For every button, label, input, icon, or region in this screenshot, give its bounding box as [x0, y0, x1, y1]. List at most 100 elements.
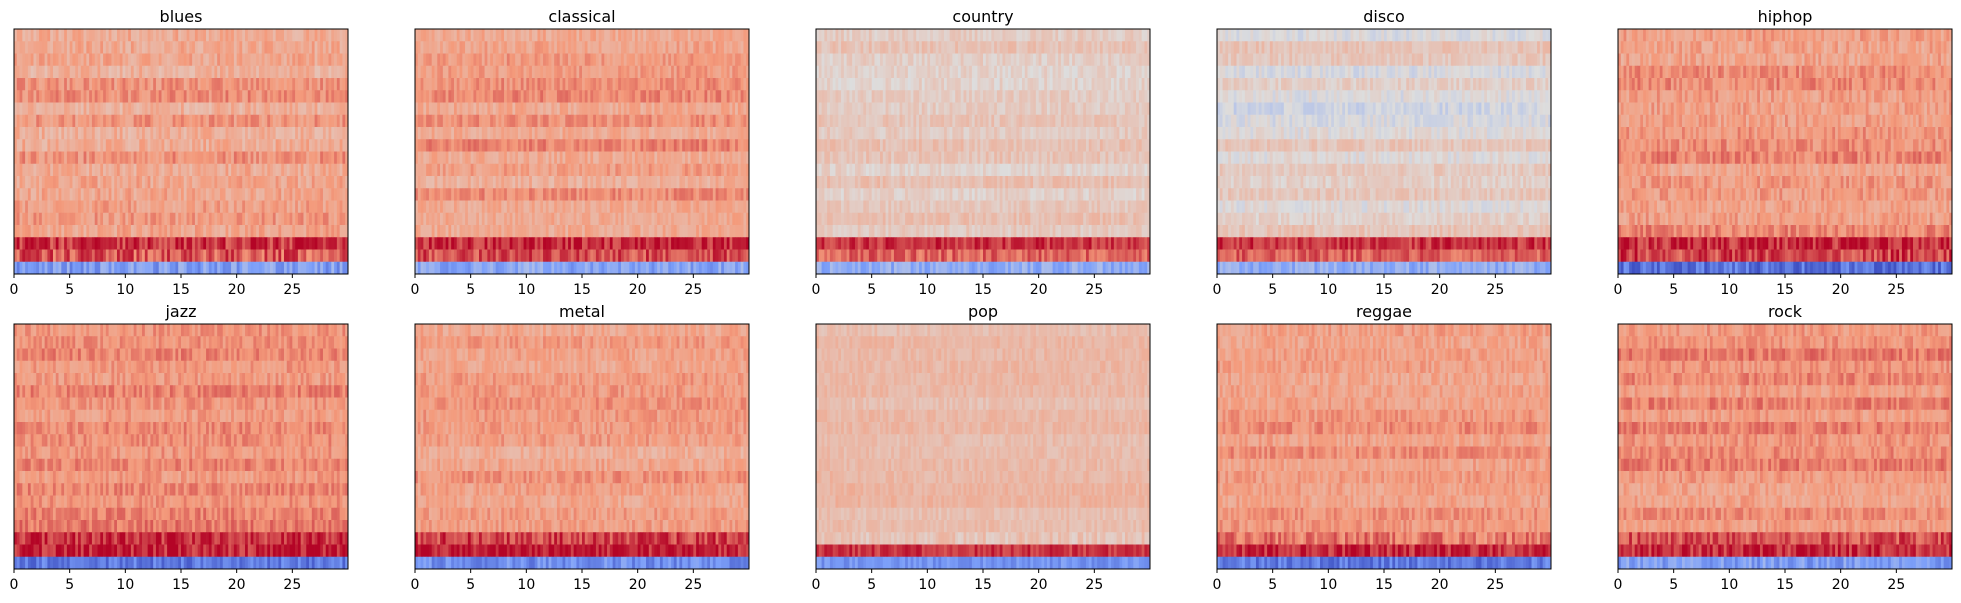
heatmap-cell [59, 225, 62, 238]
heatmap-cell [81, 139, 84, 152]
heatmap-cell [983, 29, 986, 42]
heatmap-cell [89, 201, 92, 214]
heatmap-cell [579, 115, 582, 128]
heatmap-cell [632, 90, 635, 103]
heatmap-cell [56, 139, 59, 152]
heatmap-cell [142, 90, 145, 103]
heatmap-cell [306, 90, 309, 103]
heatmap-cell [624, 176, 627, 189]
heatmap-cell [540, 127, 543, 140]
heatmap-cell [117, 237, 120, 250]
heatmap-cell [226, 250, 229, 263]
heatmap-cell [159, 188, 162, 201]
heatmap-cell [89, 78, 92, 91]
heatmap-cell [437, 54, 440, 67]
heatmap-cell [460, 41, 463, 54]
heatmap-cell [418, 201, 421, 214]
heatmap-cell [521, 237, 524, 250]
heatmap-cell [64, 188, 67, 201]
heatmap-cell [721, 90, 724, 103]
heatmap-cell [454, 262, 457, 275]
heatmap-cell [181, 90, 184, 103]
heatmap-cell [184, 78, 187, 91]
heatmap-cell [574, 225, 577, 238]
heatmap-cell [535, 115, 538, 128]
heatmap-cell [721, 139, 724, 152]
heatmap-cell [504, 250, 507, 263]
heatmap-cell [45, 188, 48, 201]
heatmap-cell [546, 54, 549, 67]
heatmap-cell [33, 127, 36, 140]
heatmap-cell [432, 237, 435, 250]
heatmap-cell [473, 127, 476, 140]
heatmap-cell [897, 29, 900, 42]
heatmap-cell [537, 103, 540, 116]
heatmap-cell [270, 127, 273, 140]
heatmap-cell [627, 139, 630, 152]
heatmap-cell [886, 41, 889, 54]
heatmap-cell [67, 225, 70, 238]
heatmap-cell [446, 103, 449, 116]
heatmap-cell [521, 41, 524, 54]
heatmap-cell [125, 152, 128, 165]
heatmap-cell [276, 78, 279, 91]
heatmap-cell [638, 188, 641, 201]
heatmap-cell [743, 78, 746, 91]
x-tick-label: 15 [172, 282, 190, 298]
heatmap-cell [429, 201, 432, 214]
heatmap-cell [117, 152, 120, 165]
heatmap-cell [563, 237, 566, 250]
heatmap-cell [284, 176, 287, 189]
heatmap-cell [81, 237, 84, 250]
heatmap-cell [919, 41, 922, 54]
heatmap-cell [529, 152, 532, 165]
heatmap-cell [231, 54, 234, 67]
heatmap-cell [98, 188, 101, 201]
heatmap-cell [106, 188, 109, 201]
heatmap-cell [707, 213, 710, 226]
heatmap-cell [730, 103, 733, 116]
heatmap-cell [53, 90, 56, 103]
heatmap-cell [92, 103, 95, 116]
panel-title: blues [160, 7, 203, 26]
heatmap-cell [702, 66, 705, 79]
heatmap-cell [315, 66, 318, 79]
heatmap-cell [563, 29, 566, 42]
heatmap-cell [596, 225, 599, 238]
heatmap-cell [610, 188, 613, 201]
heatmap-cell [426, 78, 429, 91]
heatmap-cell [323, 66, 326, 79]
heatmap-cell [237, 54, 240, 67]
heatmap-cell [92, 127, 95, 140]
heatmap-cell [629, 176, 632, 189]
heatmap-cell [437, 139, 440, 152]
heatmap-cell [730, 54, 733, 67]
heatmap-cell [323, 115, 326, 128]
heatmap-cell [125, 78, 128, 91]
heatmap-cell [582, 90, 585, 103]
heatmap-cell [822, 41, 825, 54]
heatmap-cell [574, 41, 577, 54]
heatmap-cell [443, 103, 446, 116]
heatmap-cell [716, 90, 719, 103]
heatmap-cell [178, 29, 181, 42]
heatmap-cell [22, 201, 25, 214]
heatmap-cell [443, 164, 446, 177]
heatmap-cell [716, 225, 719, 238]
heatmap-cell [89, 103, 92, 116]
heatmap-cell [610, 127, 613, 140]
heatmap-cell [476, 201, 479, 214]
heatmap-cell [543, 41, 546, 54]
heatmap-cell [25, 213, 28, 226]
heatmap-cell [710, 262, 713, 275]
heatmap-cell [33, 201, 36, 214]
heatmap-cell [301, 152, 304, 165]
heatmap-cell [239, 78, 242, 91]
heatmap-cell [70, 176, 73, 189]
heatmap-cell [237, 225, 240, 238]
heatmap-cell [727, 225, 730, 238]
heatmap-cell [922, 41, 925, 54]
heatmap-cell [504, 41, 507, 54]
heatmap-cell [134, 225, 137, 238]
heatmap-cell [677, 201, 680, 214]
